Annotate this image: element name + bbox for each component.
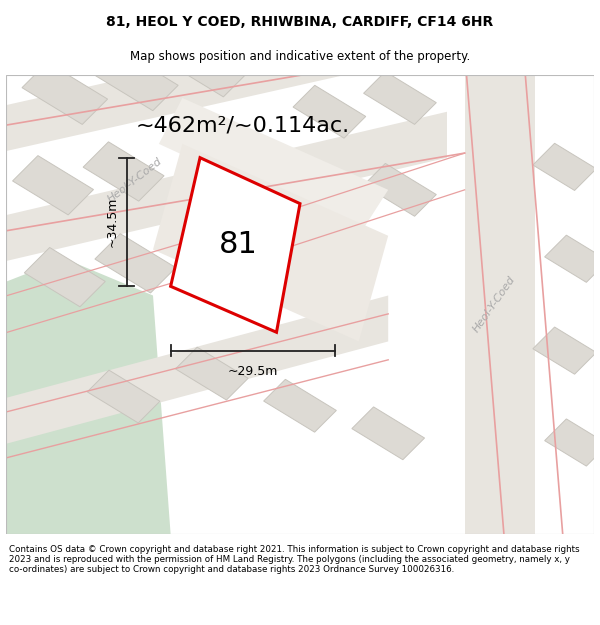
Polygon shape <box>6 259 170 534</box>
Polygon shape <box>153 144 388 341</box>
Text: Map shows position and indicative extent of the property.: Map shows position and indicative extent… <box>130 49 470 62</box>
Text: Contains OS data © Crown copyright and database right 2021. This information is : Contains OS data © Crown copyright and d… <box>9 544 580 574</box>
Polygon shape <box>0 296 388 452</box>
Text: 81, HEOL Y COED, RHIWBINA, CARDIFF, CF14 6HR: 81, HEOL Y COED, RHIWBINA, CARDIFF, CF14… <box>106 14 494 29</box>
Polygon shape <box>293 177 366 230</box>
Polygon shape <box>175 347 248 400</box>
Polygon shape <box>87 370 160 423</box>
Polygon shape <box>83 142 164 201</box>
Polygon shape <box>92 49 178 111</box>
Text: 81: 81 <box>219 231 257 259</box>
Polygon shape <box>22 62 107 124</box>
Polygon shape <box>545 419 600 466</box>
Polygon shape <box>533 143 596 191</box>
Polygon shape <box>464 52 535 558</box>
Polygon shape <box>25 248 105 307</box>
Polygon shape <box>364 163 436 216</box>
Polygon shape <box>13 156 94 215</box>
Text: ~462m²/~0.114ac.: ~462m²/~0.114ac. <box>136 116 349 136</box>
Polygon shape <box>170 158 300 332</box>
Polygon shape <box>533 327 596 374</box>
Polygon shape <box>0 6 447 158</box>
Polygon shape <box>352 407 425 460</box>
Polygon shape <box>545 235 600 282</box>
Text: ~29.5m: ~29.5m <box>228 365 278 378</box>
Polygon shape <box>263 379 337 432</box>
Polygon shape <box>159 98 388 236</box>
Polygon shape <box>95 234 176 293</box>
Polygon shape <box>293 86 366 138</box>
Text: Heol-Y-Coed: Heol-Y-Coed <box>471 275 517 334</box>
Text: ~34.5m: ~34.5m <box>106 197 118 248</box>
Text: Heol-Y-Coed: Heol-Y-Coed <box>106 156 164 205</box>
Polygon shape <box>364 71 436 124</box>
Polygon shape <box>163 35 249 97</box>
Polygon shape <box>0 112 447 268</box>
